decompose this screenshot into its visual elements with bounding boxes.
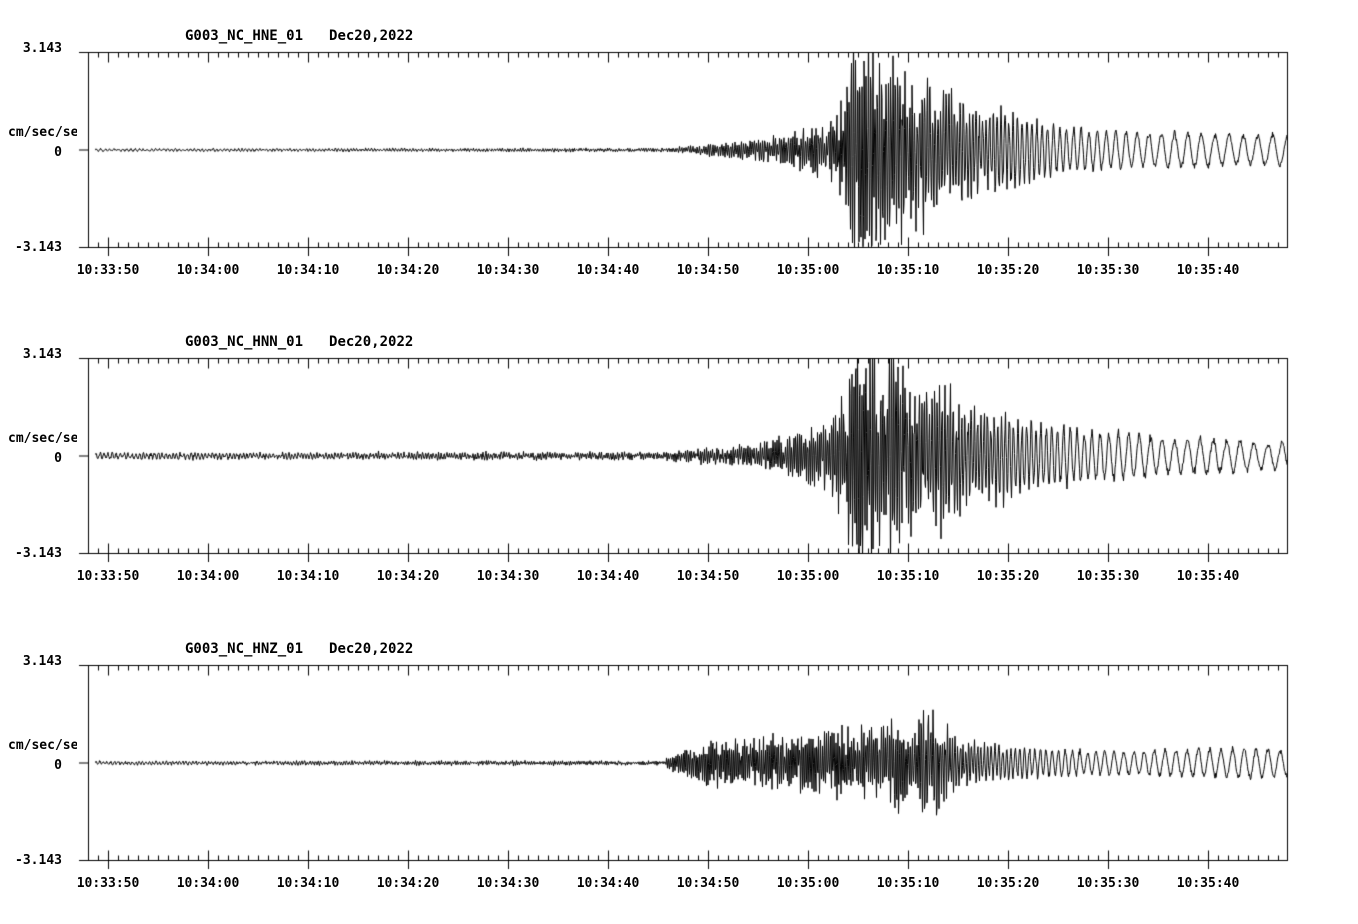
- x-tick-label: 10:34:20: [376, 876, 440, 891]
- x-tick-label: 10:34:00: [176, 876, 240, 891]
- panel-title-hne: G003_NC_HNE_01 Dec20,2022: [185, 29, 413, 43]
- station-id-label: G003_NC_HNN_01: [185, 334, 304, 350]
- x-tick-label: 10:35:40: [1176, 876, 1240, 891]
- x-tick-label: 10:35:00: [776, 569, 840, 584]
- x-tick-label: 10:34:20: [376, 263, 440, 278]
- y-max-label: 3.143: [22, 41, 62, 56]
- y-units-label: cm/sec/sec: [8, 738, 87, 753]
- x-tick-label: 10:35:10: [876, 569, 940, 584]
- x-tick-label: 10:34:10: [276, 569, 340, 584]
- y-zero-label: 0: [54, 451, 62, 466]
- x-tick-label: 10:34:40: [576, 569, 640, 584]
- x-tick-label: 10:34:10: [276, 263, 340, 278]
- x-tick-label: 10:35:40: [1176, 569, 1240, 584]
- y-min-label: -3.143: [15, 240, 62, 255]
- seismogram-canvas-hnz: [77, 663, 1291, 871]
- x-tick-label: 10:34:50: [676, 876, 740, 891]
- panel-title-hnz: G003_NC_HNZ_01 Dec20,2022: [185, 642, 413, 656]
- x-tick-label: 10:35:20: [976, 569, 1040, 584]
- x-tick-label: 10:35:30: [1076, 263, 1140, 278]
- x-tick-label: 10:34:40: [576, 263, 640, 278]
- x-tick-label: 10:34:50: [676, 569, 740, 584]
- x-tick-label: 10:35:00: [776, 876, 840, 891]
- x-tick-label: 10:35:10: [876, 876, 940, 891]
- x-tick-label: 10:35:20: [976, 263, 1040, 278]
- x-tick-label: 10:35:00: [776, 263, 840, 278]
- station-id-label: G003_NC_HNE_01: [185, 28, 304, 44]
- y-units-label: cm/sec/sec: [8, 125, 87, 140]
- x-tick-label: 10:34:50: [676, 263, 740, 278]
- seismogram-canvas-hnn: [77, 356, 1291, 564]
- x-tick-label: 10:34:30: [476, 569, 540, 584]
- x-tick-label: 10:35:30: [1076, 569, 1140, 584]
- x-tick-label: 10:33:50: [76, 876, 140, 891]
- x-tick-label: 10:34:40: [576, 876, 640, 891]
- x-tick-label: 10:34:30: [476, 263, 540, 278]
- station-id-label: G003_NC_HNZ_01: [185, 641, 304, 657]
- y-max-label: 3.143: [22, 347, 62, 362]
- date-label: Dec20,2022: [329, 334, 414, 350]
- seismogram-canvas-hne: [77, 50, 1291, 258]
- x-tick-label: 10:35:40: [1176, 263, 1240, 278]
- x-tick-label: 10:35:10: [876, 263, 940, 278]
- x-tick-label: 10:35:20: [976, 876, 1040, 891]
- x-tick-label: 10:33:50: [76, 263, 140, 278]
- y-zero-label: 0: [54, 145, 62, 160]
- x-tick-label: 10:34:00: [176, 569, 240, 584]
- y-max-label: 3.143: [22, 654, 62, 669]
- y-units-label: cm/sec/sec: [8, 431, 87, 446]
- x-tick-label: 10:34:30: [476, 876, 540, 891]
- y-zero-label: 0: [54, 758, 62, 773]
- date-label: Dec20,2022: [329, 28, 414, 44]
- x-tick-label: 10:34:20: [376, 569, 440, 584]
- panel-title-hnn: G003_NC_HNN_01 Dec20,2022: [185, 335, 413, 349]
- y-min-label: -3.143: [15, 546, 62, 561]
- x-tick-label: 10:34:10: [276, 876, 340, 891]
- x-tick-label: 10:33:50: [76, 569, 140, 584]
- x-tick-label: 10:35:30: [1076, 876, 1140, 891]
- date-label: Dec20,2022: [329, 641, 414, 657]
- x-tick-label: 10:34:00: [176, 263, 240, 278]
- y-min-label: -3.143: [15, 853, 62, 868]
